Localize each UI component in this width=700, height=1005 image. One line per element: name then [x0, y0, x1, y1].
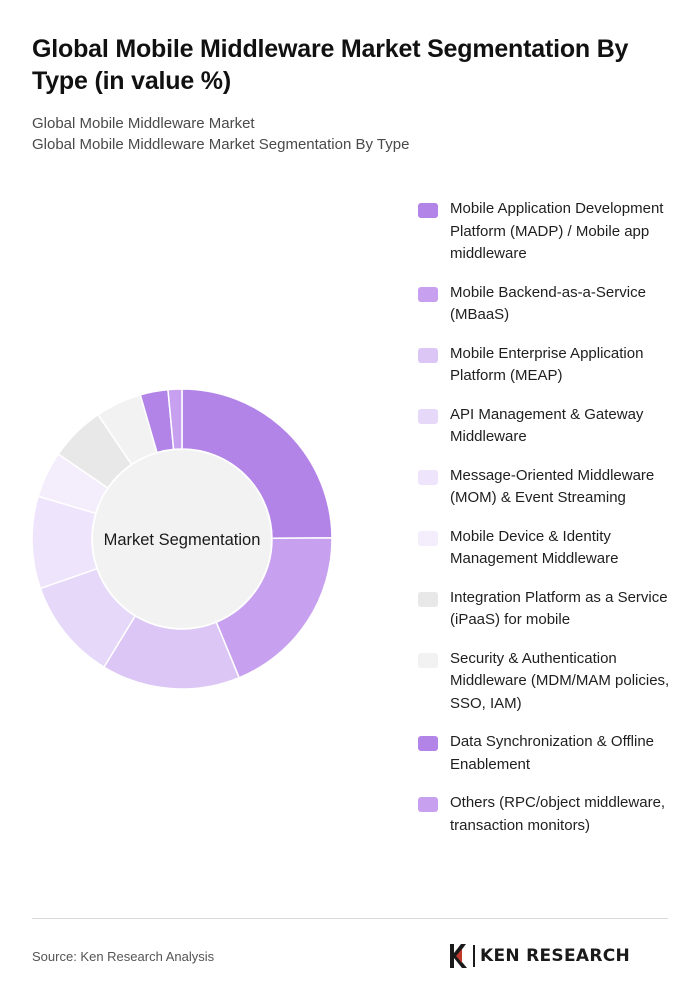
legend-label: Integration Platform as a Service (iPaaS…	[450, 588, 668, 629]
legend-label: Security & Authentication Middleware (MD…	[450, 649, 670, 712]
legend-swatch	[418, 286, 438, 302]
legend-label: Data Synchronization & Offline Enablemen…	[450, 733, 655, 773]
legend-label: Message-Oriented Middleware (MOM) & Even…	[450, 466, 655, 507]
legend-item: Security & Authentication Middleware (MD…	[418, 648, 678, 716]
legend-item: API Management & Gateway Middleware	[418, 404, 678, 449]
subtitle-line-1: Global Mobile Middleware Market	[32, 115, 255, 132]
chart-title: Global Mobile Middleware Market Segmenta…	[32, 35, 629, 95]
legend-label: Mobile Application Development Platform …	[450, 200, 664, 262]
legend-item: Others (RPC/object middleware, transacti…	[418, 792, 678, 837]
brand-name: KEN RESEARCH	[480, 946, 631, 966]
legend-label: Mobile Backend-as-a-Service (MBaaS)	[450, 283, 646, 324]
legend-label: API Management & Gateway Middleware	[450, 405, 644, 446]
donut-center	[93, 450, 271, 628]
legend-swatch	[418, 652, 438, 668]
legend-swatch	[418, 797, 438, 812]
legend-item: Integration Platform as a Service (iPaaS…	[418, 587, 678, 632]
legend-item: Message-Oriented Middleware (MOM) & Even…	[418, 465, 678, 510]
donut-chart-area: Market Segmentation	[0, 360, 364, 720]
chart-legend: Mobile Application Development Platform …	[418, 198, 678, 853]
legend-item: Mobile Enterprise Application Platform (…	[418, 343, 678, 388]
subtitle-line-2: Global Mobile Middleware Market Segmenta…	[32, 136, 410, 153]
legend-swatch	[418, 530, 438, 546]
legend-swatch	[418, 591, 438, 607]
legend-label: Others (RPC/object middleware, transacti…	[450, 794, 666, 834]
legend-item: Mobile Device & Identity Management Midd…	[418, 526, 678, 571]
source-note: Source: Ken Research Analysis	[32, 949, 215, 964]
legend-item: Mobile Backend-as-a-Service (MBaaS)	[418, 282, 678, 327]
ken-research-logo: KEN RESEARCH	[448, 943, 630, 969]
legend-item: Mobile Application Development Platform …	[418, 198, 678, 266]
donut-chart: Market Segmentation	[31, 388, 333, 690]
legend-swatch	[418, 408, 438, 424]
ken-research-logo-icon	[450, 944, 467, 968]
donut-slice-10	[167, 388, 183, 451]
logo-divider	[473, 945, 475, 967]
legend-swatch	[418, 203, 438, 218]
chart-subtitle: Global Mobile Middleware Market Global M…	[32, 113, 672, 155]
legend-swatch	[418, 736, 438, 751]
footer-divider	[32, 918, 668, 919]
legend-label: Mobile Device & Identity Management Midd…	[450, 527, 619, 568]
legend-item: Data Synchronization & Offline Enablemen…	[418, 731, 678, 776]
legend-swatch	[418, 347, 438, 363]
legend-label: Mobile Enterprise Application Platform (…	[450, 344, 644, 385]
legend-swatch	[418, 469, 438, 485]
donut-slice-1	[181, 388, 333, 540]
center-label: Market Segmentation	[104, 531, 261, 549]
